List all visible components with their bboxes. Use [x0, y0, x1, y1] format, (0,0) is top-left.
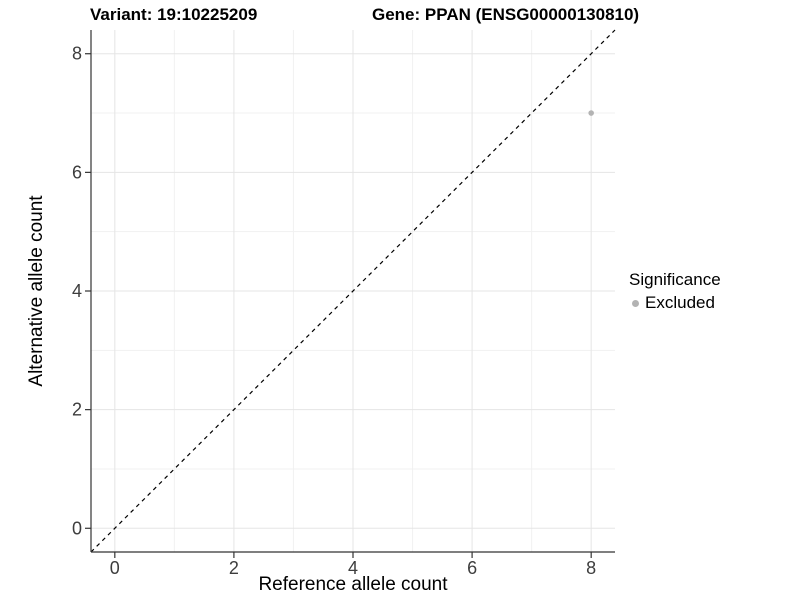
x-tick-label: 2	[229, 558, 239, 578]
legend: Significance Excluded	[629, 270, 721, 313]
x-tick-label: 0	[110, 558, 120, 578]
identity-dashed-line	[90, 29, 616, 553]
y-tick-label: 8	[72, 44, 82, 64]
legend-item-label: Excluded	[645, 293, 715, 312]
legend-point-icon	[632, 299, 639, 307]
data-point	[588, 110, 594, 116]
y-tick-label: 4	[72, 281, 82, 301]
y-tick-label: 6	[72, 162, 82, 182]
legend-item-excluded: Excluded	[629, 293, 721, 313]
y-axis-title: Alternative allele count	[26, 195, 47, 387]
plot-title-gene: Gene: PPAN (ENSG00000130810)	[372, 5, 640, 24]
y-tick-label: 2	[72, 400, 82, 420]
plot-title-variant: Variant: 19:10225209	[90, 5, 258, 24]
x-tick-label: 8	[586, 558, 596, 578]
x-tick-label: 4	[348, 558, 358, 578]
x-axis-title: Reference allele count	[258, 574, 448, 595]
y-tick-label: 0	[72, 518, 82, 538]
legend-title: Significance	[629, 270, 721, 289]
x-tick-label: 6	[467, 558, 477, 578]
